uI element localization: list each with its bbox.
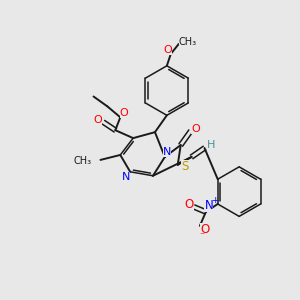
Text: N: N — [163, 147, 171, 157]
Text: O: O — [200, 223, 209, 236]
Text: O: O — [93, 115, 102, 125]
Text: O: O — [120, 108, 129, 118]
Text: O: O — [164, 45, 172, 55]
Text: CH₃: CH₃ — [178, 37, 197, 47]
Text: N: N — [122, 172, 130, 182]
Text: ⁻: ⁻ — [199, 232, 204, 242]
Text: CH₃: CH₃ — [74, 156, 92, 166]
Text: H: H — [207, 140, 216, 150]
Text: S: S — [181, 160, 188, 173]
Text: N: N — [204, 200, 213, 212]
Text: +: + — [211, 196, 218, 205]
Text: O: O — [191, 124, 200, 134]
Text: O: O — [184, 199, 194, 212]
